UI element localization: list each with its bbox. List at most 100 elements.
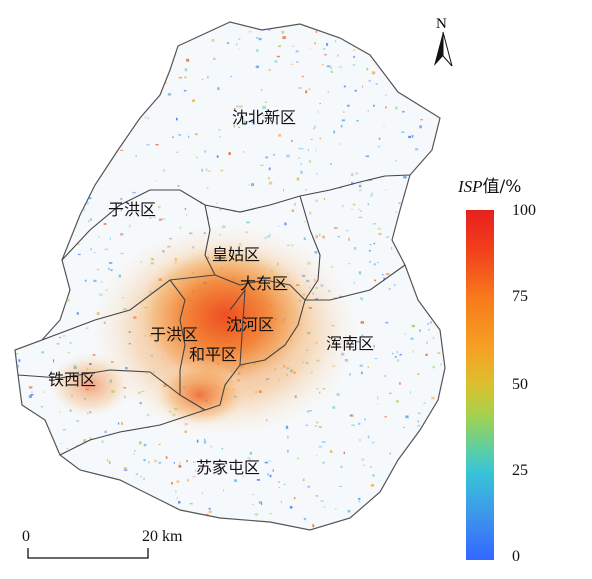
isp-pixel [186, 58, 190, 62]
isp-pixel [377, 398, 379, 400]
isp-pixel [244, 120, 246, 124]
isp-pixel [347, 510, 351, 513]
isp-pixel [34, 145, 37, 148]
isp-pixel [367, 503, 369, 506]
isp-pixel [178, 501, 181, 504]
isp-pixel [417, 49, 420, 52]
isp-pixel [415, 204, 418, 206]
isp-pixel [310, 138, 313, 140]
isp-pixel [101, 115, 104, 119]
isp-pixel [35, 204, 38, 207]
isp-pixel [16, 30, 19, 33]
isp-pixel [307, 485, 311, 488]
isp-pixel [117, 422, 120, 425]
isp-pixel [359, 188, 362, 192]
isp-pixel [378, 137, 381, 140]
isp-pixel [243, 151, 244, 153]
isp-pixel [287, 449, 289, 453]
legend-tick-100: 100 [512, 202, 536, 219]
isp-pixel [308, 88, 311, 90]
isp-pixel [45, 91, 47, 95]
isp-pixel [268, 167, 271, 171]
isp-pixel [76, 420, 80, 422]
label-yuhong-inner: 于洪区 [150, 325, 198, 344]
isp-pixel [330, 66, 332, 70]
isp-pixel [276, 55, 280, 58]
isp-pixel [362, 85, 364, 88]
isp-pixel [156, 82, 160, 86]
isp-pixel [428, 329, 430, 331]
isp-pixel [433, 260, 437, 262]
isp-pixel [390, 246, 393, 250]
isp-pixel [147, 505, 149, 508]
isp-pixel [419, 102, 421, 105]
isp-pixel [315, 235, 318, 239]
isp-pixel [359, 183, 362, 185]
isp-pixel [315, 454, 318, 456]
isp-pixel [90, 218, 92, 221]
isp-pixel [358, 438, 361, 442]
isp-pixel [82, 208, 86, 211]
isp-pixel [184, 76, 187, 79]
isp-pixel [370, 194, 373, 198]
isp-pixel [330, 23, 334, 27]
isp-pixel [211, 520, 215, 523]
isp-pixel [42, 137, 46, 140]
isp-pixel [420, 293, 424, 295]
isp-pixel [334, 32, 338, 36]
isp-pixel [47, 471, 50, 474]
isp-pixel [427, 323, 430, 325]
isp-pixel [78, 153, 81, 156]
isp-pixel [256, 479, 261, 481]
isp-pixel [19, 179, 22, 183]
isp-pixel [256, 49, 259, 52]
isp-pixel [255, 65, 259, 69]
isp-pixel [40, 470, 42, 473]
isp-pixel [435, 290, 438, 293]
isp-pixel [105, 504, 108, 506]
isp-pixel [387, 517, 390, 521]
isp-pixel [389, 452, 391, 455]
isp-pixel [351, 424, 355, 426]
isp-pixel [411, 178, 415, 182]
isp-pixel [315, 199, 318, 203]
isp-pixel [120, 149, 124, 151]
isp-pixel [426, 268, 430, 270]
isp-pixel [369, 260, 371, 263]
isp-pixel [420, 119, 423, 121]
isp-pixel [33, 71, 36, 74]
isp-pixel [269, 460, 272, 462]
isp-pixel [421, 221, 423, 223]
isp-pixel [80, 83, 82, 87]
isp-pixel [77, 243, 80, 245]
isp-pixel [64, 462, 68, 464]
isp-pixel [45, 197, 49, 199]
isp-pixel [201, 168, 203, 172]
isp-pixel [258, 37, 262, 41]
isp-pixel [358, 271, 362, 275]
isp-pixel [69, 342, 72, 345]
isp-pixel [25, 488, 29, 492]
isp-pixel [62, 428, 66, 431]
isp-pixel [221, 448, 224, 450]
scale-bar [27, 548, 149, 559]
isp-pixel [298, 87, 302, 89]
isp-pixel [155, 180, 157, 182]
isp-pixel [364, 418, 366, 421]
isp-pixel [396, 400, 399, 403]
isp-pixel [148, 461, 150, 464]
isp-pixel [330, 70, 333, 73]
isp-pixel [260, 89, 263, 91]
isp-pixel [346, 104, 350, 107]
isp-pixel [31, 391, 33, 393]
isp-pixel [104, 248, 108, 251]
isp-pixel [56, 314, 60, 318]
isp-pixel [395, 106, 398, 110]
isp-pixel [290, 527, 292, 530]
isp-pixel [242, 475, 244, 479]
isp-pixel [262, 106, 266, 109]
isp-pixel [66, 447, 68, 450]
isp-pixel [426, 341, 428, 345]
isp-pixel [427, 76, 430, 80]
isp-pixel [156, 92, 160, 95]
